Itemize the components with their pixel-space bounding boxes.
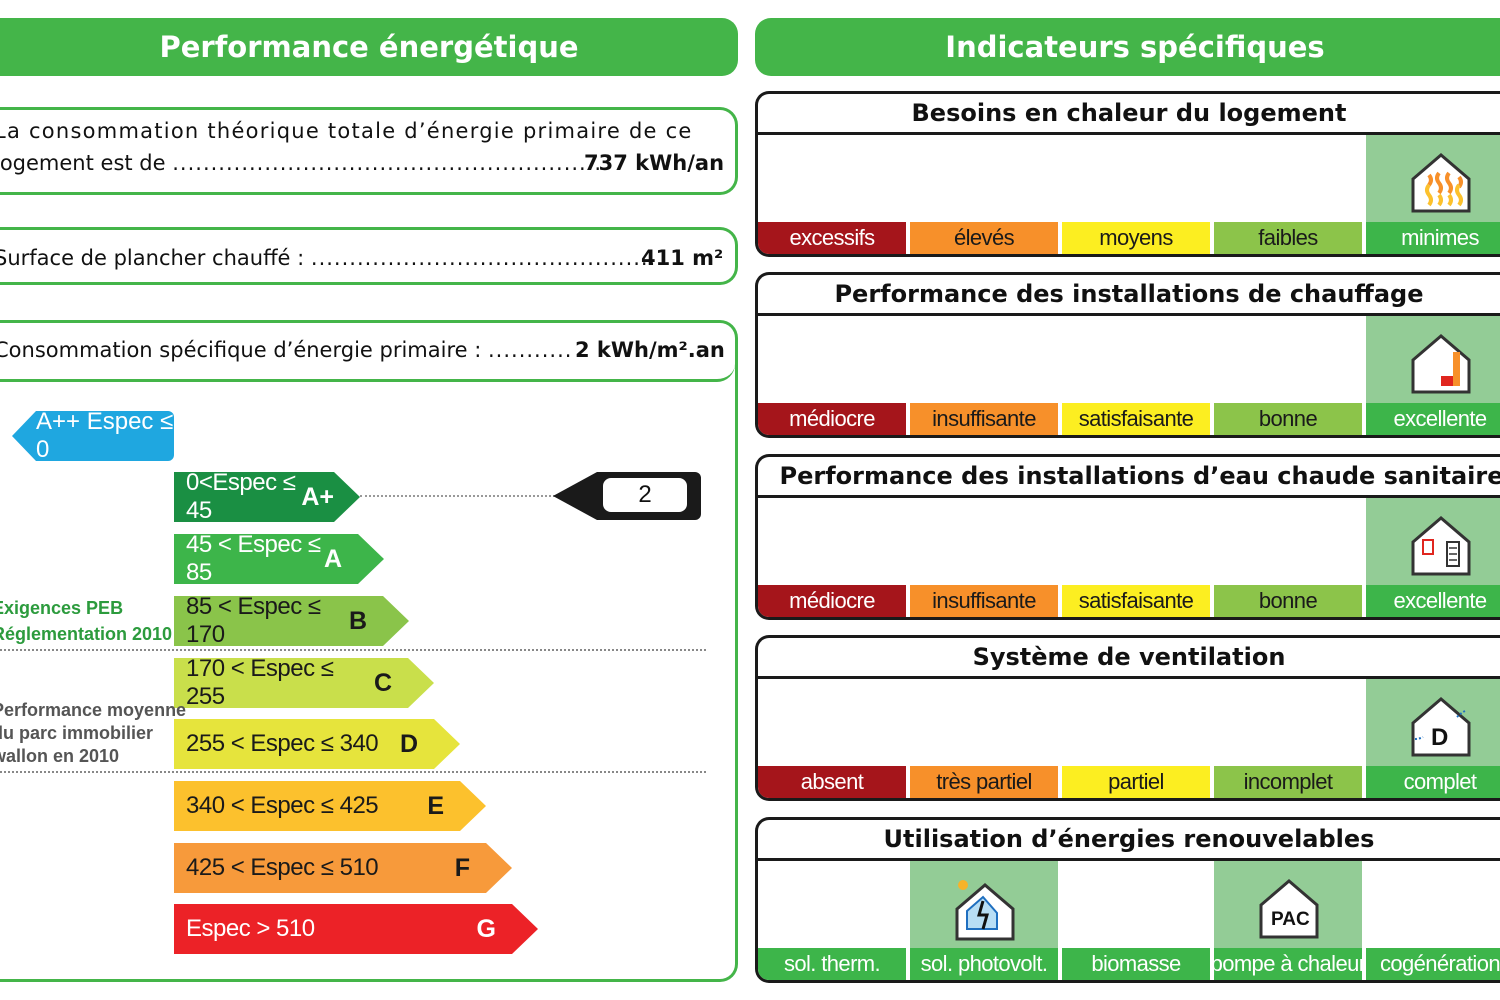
scale-label: élevés: [910, 222, 1058, 254]
scale-label: satisfaisante: [1062, 585, 1210, 617]
indicators-header: Indicateurs spécifiques: [755, 18, 1500, 76]
renewable-label: cogénération: [1366, 948, 1500, 980]
class-f-range: 425 < Espec ≤ 510: [186, 854, 379, 881]
indicator-ventilation: Système de ventilation absent très parti…: [755, 635, 1500, 801]
average-separator: [0, 771, 706, 773]
scale-label: médiocre: [758, 403, 906, 435]
performance-header: Performance énergétique: [0, 18, 738, 76]
class-c-arrow: 170 < Espec ≤ 255 C: [174, 658, 434, 708]
renewable-label: biomasse: [1062, 948, 1210, 980]
class-e-letter: E: [427, 791, 444, 820]
selected-cell: excellente: [1366, 498, 1500, 617]
renewable-active-cell: PAC pompe à chaleur: [1211, 861, 1366, 980]
class-aplus-letter: A+: [301, 482, 334, 511]
indicator-title: Utilisation d’énergies renouvelables: [758, 820, 1500, 861]
scale-label: médiocre: [758, 585, 906, 617]
scale-label: insuffisante: [910, 585, 1058, 617]
scale-label: bonne: [1214, 403, 1362, 435]
class-d-range: 255 < Espec ≤ 340: [186, 730, 379, 757]
class-e-range: 340 < Espec ≤ 425: [186, 792, 379, 819]
scale-label: insuffisante: [910, 403, 1058, 435]
indicator-title: Besoins en chaleur du logement: [758, 94, 1500, 135]
indicator-title: Performance des installations d’eau chau…: [758, 457, 1500, 498]
peb-requirements-note: Exigences PEB Réglementation 2010: [0, 598, 173, 644]
class-e-arrow: 340 < Espec ≤ 425 E: [174, 781, 486, 831]
house-ventilation-icon: D: [1411, 697, 1471, 757]
selected-cell: D complet: [1366, 679, 1500, 798]
indicator-heating-needs: Besoins en chaleur du logement excessifs…: [755, 91, 1500, 257]
solar-photovoltaic-icon: [955, 880, 1015, 941]
scale-label: incomplet: [1214, 766, 1362, 798]
class-g-letter: G: [476, 914, 496, 943]
class-b-arrow: 85 < Espec ≤ 170 B: [174, 596, 409, 646]
svg-text:D: D: [1431, 724, 1448, 751]
consumption-value: 737 kWh/an: [584, 151, 725, 175]
class-aplus-range: 0<Espec ≤ 45: [186, 469, 296, 524]
class-d-letter: D: [399, 729, 418, 758]
renewable-label: pompe à chaleur: [1211, 948, 1366, 980]
indicator-title: Performance des installations de chauffa…: [758, 275, 1500, 316]
scale-label: complet: [1366, 766, 1500, 798]
class-aplusplus-label: A++ Espec ≤ 0: [36, 408, 174, 463]
indicators-title: Indicateurs spécifiques: [945, 30, 1325, 64]
current-value-number: 2: [603, 478, 687, 512]
scale-label: absent: [758, 766, 906, 798]
peb-separator: [0, 649, 706, 651]
indicator-renewables: Utilisation d’énergies renouvelables sol…: [755, 817, 1500, 983]
house-hot-water-icon: [1411, 516, 1471, 576]
class-f-letter: F: [454, 853, 470, 882]
specific-consumption-header: [0, 323, 735, 382]
specific-label: Consommation spécifique d’énergie primai…: [0, 338, 573, 362]
renewable-label: sol. therm.: [758, 948, 906, 980]
class-aplusplus-arrow: A++ Espec ≤ 0: [12, 411, 174, 461]
scale-label: satisfaisante: [1062, 403, 1210, 435]
class-b-letter: B: [348, 606, 367, 635]
class-c-range: 170 < Espec ≤ 255: [186, 655, 334, 710]
house-heating-icon: [1411, 153, 1471, 213]
class-a-letter: A: [323, 544, 342, 573]
scale-label: très partiel: [910, 766, 1058, 798]
scale-label: excellente: [1366, 403, 1500, 435]
selected-cell: minimes: [1366, 135, 1500, 254]
class-b-range: 85 < Espec ≤ 170: [186, 593, 321, 648]
performance-title: Performance énergétique: [159, 30, 579, 64]
scale-label: faibles: [1214, 222, 1362, 254]
class-aplus-arrow: 0<Espec ≤ 45 A+: [174, 472, 360, 522]
surface-value: 411 m²: [641, 246, 724, 270]
svg-text:PAC: PAC: [1271, 909, 1310, 930]
total-consumption-box: [0, 107, 738, 195]
class-a-arrow: 45 < Espec ≤ 85 A: [174, 534, 384, 584]
heat-pump-icon: PAC: [1259, 879, 1319, 939]
indicator-heating-installations: Performance des installations de chauffa…: [755, 272, 1500, 438]
consumption-text-line2: logement est de ........................…: [0, 151, 603, 175]
scale-label: excellente: [1366, 585, 1500, 617]
indicator-hot-water: Performance des installations d’eau chau…: [755, 454, 1500, 620]
indicator-title: Système de ventilation: [758, 638, 1500, 679]
consumption-text-line1: La consommation théorique totale d’énerg…: [0, 119, 693, 143]
renewable-label: sol. photovolt.: [910, 948, 1058, 980]
class-a-range: 45 < Espec ≤ 85: [186, 531, 321, 586]
class-d-arrow: 255 < Espec ≤ 340 D: [174, 719, 460, 769]
class-f-arrow: 425 < Espec ≤ 510 F: [174, 843, 512, 893]
marker-leader-line: [360, 495, 555, 497]
scale-label: partiel: [1062, 766, 1210, 798]
selected-cell: excellente: [1366, 316, 1500, 435]
house-boiler-icon: [1411, 334, 1471, 394]
scale-label: excessifs: [758, 222, 906, 254]
renewable-active-cell: sol. photovolt.: [910, 861, 1060, 980]
surface-label: Surface de plancher chauffé : ..........…: [0, 246, 672, 270]
scale-label: bonne: [1214, 585, 1362, 617]
surface-box: [0, 227, 738, 285]
class-g-arrow: Espec > 510 G: [174, 904, 538, 954]
scale-label: minimes: [1366, 222, 1500, 254]
specific-value: 2 kWh/m².an: [575, 338, 725, 362]
class-c-letter: C: [373, 668, 392, 697]
class-g-range: Espec > 510: [186, 915, 315, 942]
average-performance-note: Performance moyenne du parc immobilier w…: [0, 700, 187, 766]
scale-label: moyens: [1062, 222, 1210, 254]
